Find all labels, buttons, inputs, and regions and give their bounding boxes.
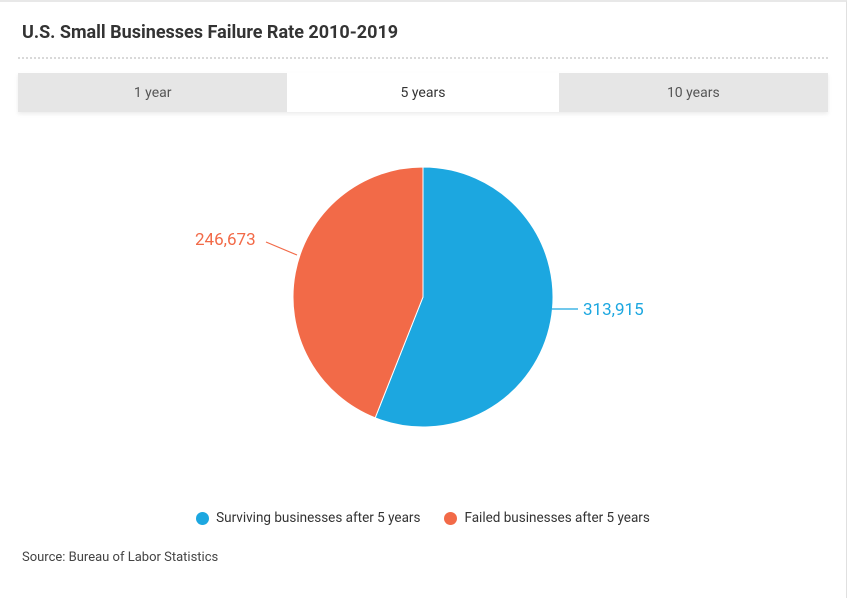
chart-card: U.S. Small Businesses Failure Rate 2010-…: [0, 0, 847, 598]
leader-line-failed: [266, 242, 297, 255]
legend-swatch-failed: [444, 512, 457, 525]
pie-chart-svg: [18, 142, 828, 452]
legend-label-surviving: Surviving businesses after 5 years: [216, 510, 420, 526]
tab-10-years[interactable]: 10 years: [559, 73, 828, 112]
legend-item-surviving: Surviving businesses after 5 years: [196, 510, 420, 526]
title-divider: [18, 57, 828, 59]
tab-5-years[interactable]: 5 years: [288, 73, 558, 112]
chart-legend: Surviving businesses after 5 years Faile…: [0, 510, 846, 526]
chart-title: U.S. Small Businesses Failure Rate 2010-…: [0, 2, 846, 57]
chart-source: Source: Bureau of Labor Statistics: [0, 526, 846, 565]
tab-1-year[interactable]: 1 year: [18, 73, 288, 112]
tabs-bar: 1 year 5 years 10 years: [18, 73, 828, 112]
pie-chart-area: 313,915 246,673: [18, 142, 828, 492]
legend-item-failed: Failed businesses after 5 years: [444, 510, 649, 526]
slice-label-failed: 246,673: [195, 230, 256, 250]
legend-label-failed: Failed businesses after 5 years: [464, 510, 649, 526]
slice-label-surviving: 313,915: [583, 300, 644, 320]
legend-swatch-surviving: [196, 512, 209, 525]
